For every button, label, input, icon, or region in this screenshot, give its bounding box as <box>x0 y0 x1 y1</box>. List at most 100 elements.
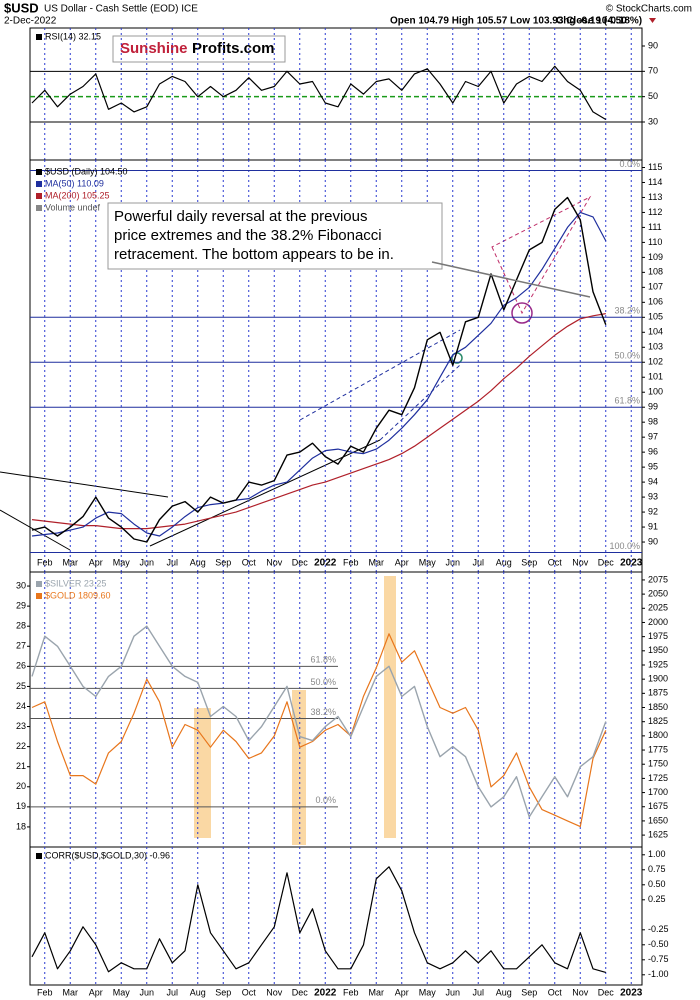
series-line <box>31 866 606 973</box>
watermark-box <box>112 35 286 63</box>
y-tick-label: 1800 <box>648 730 668 740</box>
y-tick-label: 111 <box>648 222 662 232</box>
y-tick-label: -0.25 <box>648 924 669 934</box>
x-tick-label: Sep <box>521 557 537 567</box>
y-tick-label: 1750 <box>648 759 668 769</box>
series-line <box>31 633 607 828</box>
y-tick-label: 1650 <box>648 815 668 825</box>
y-tick-label: 112 <box>648 207 662 217</box>
symbol: $USD <box>4 0 39 15</box>
annotation-arrow <box>431 261 591 298</box>
y-tick-label: 90 <box>648 40 658 50</box>
x-tick-label: Apr <box>89 557 103 567</box>
legend-label: $SILVER 23.25 <box>45 578 106 588</box>
instrument-name: US Dollar - Cash Settle (EOD) ICE <box>44 4 198 15</box>
x-tick-label: Mar <box>369 557 385 567</box>
series-line <box>31 196 607 543</box>
y-tick-label-left: 28 <box>16 621 26 631</box>
legend-swatch <box>36 169 42 175</box>
y-tick-label: 113 <box>648 192 662 202</box>
x-tick-label: Nov <box>266 987 283 997</box>
x-tick-label: May <box>419 987 437 997</box>
annotation-text: price extremes and the 38.2% Fibonacci <box>114 227 382 244</box>
y-tick-label: 92 <box>648 506 658 516</box>
y-tick-label: 2075 <box>648 574 668 584</box>
y-tick-label: 110 <box>648 237 662 247</box>
y-tick-label: 100 <box>648 387 663 397</box>
gold-highlights <box>194 576 396 845</box>
y-tick-label: 102 <box>648 357 663 367</box>
x-tick-label: Feb <box>37 987 53 997</box>
y-tick-label: 2050 <box>648 588 668 598</box>
y-tick-label: 1975 <box>648 631 668 641</box>
y-tick-label: 107 <box>648 282 663 292</box>
y-tick-label: 1625 <box>648 829 668 839</box>
panel-frame <box>29 846 643 986</box>
y-tick-label-left: 30 <box>16 580 26 590</box>
fib-label: 100.0% <box>609 541 640 551</box>
y-tick-label: 95 <box>648 462 658 472</box>
trend-line <box>149 439 381 547</box>
y-tick-label: 2000 <box>648 617 668 627</box>
x-tick-label: Oct <box>548 987 563 997</box>
x-tick-label: Jul <box>166 557 178 567</box>
x-tick-label: Jul <box>166 987 178 997</box>
y-tick-label: 94 <box>648 476 658 486</box>
y-tick-label: 70 <box>648 66 658 76</box>
legend-swatch <box>36 181 42 187</box>
y-tick-label: 1775 <box>648 744 668 754</box>
y-tick-label: 106 <box>648 297 663 307</box>
fib-label: 50.0% <box>310 677 336 687</box>
series-line <box>31 625 607 818</box>
x-tick-label: Jun <box>445 557 460 567</box>
y-tick-label: 97 <box>648 432 658 442</box>
y-tick-label-left: 21 <box>16 761 26 771</box>
fib-label: 61.8% <box>310 655 336 665</box>
legend-swatch <box>36 593 42 599</box>
y-tick-label-left: 27 <box>16 641 26 651</box>
x-tick-label: Jun <box>139 987 154 997</box>
y-tick-label: 1675 <box>648 801 668 811</box>
y-tick-label: 1.00 <box>648 849 666 859</box>
y-tick-label: 2025 <box>648 603 668 613</box>
x-tick-label: Dec <box>292 557 309 567</box>
x-tick-label: Jun <box>445 987 460 997</box>
y-tick-label: 114 <box>648 177 662 187</box>
source: © StockCharts.com <box>606 4 692 15</box>
y-tick-label: 103 <box>648 342 663 352</box>
legend-label: Volume undef <box>45 202 101 212</box>
x-tick-label: 2023 <box>620 988 643 999</box>
fib-label: 50.0% <box>614 351 640 361</box>
y-tick-label-left: 26 <box>16 661 26 671</box>
x-tick-label: Aug <box>190 987 206 997</box>
x-tick-label: May <box>113 557 131 567</box>
y-tick-label: 50 <box>648 91 658 101</box>
change: Chg -0.19 (-0.18%) <box>556 16 642 27</box>
fib-label: 0.0% <box>619 159 640 169</box>
highlight-band <box>292 690 306 845</box>
x-tick-label: 2022 <box>314 988 337 999</box>
fib-label: 38.2% <box>310 707 336 717</box>
y-tick-label: 1825 <box>648 716 668 726</box>
y-tick-label: 98 <box>648 417 658 427</box>
x-tick-label: Sep <box>215 987 231 997</box>
x-tick-label: Apr <box>89 987 103 997</box>
x-tick-label: Jun <box>139 557 154 567</box>
y-tick-label: 1900 <box>648 674 668 684</box>
y-tick-label: 108 <box>648 267 663 277</box>
x-tick-label: Aug <box>190 557 206 567</box>
y-tick-label: 93 <box>648 491 658 501</box>
x-tick-label: Aug <box>496 557 512 567</box>
triangle <box>491 195 592 315</box>
y-tick-label: 90 <box>648 536 658 546</box>
series-line <box>31 211 607 537</box>
x-tick-label: Oct <box>242 987 257 997</box>
annotation-box <box>107 202 443 270</box>
legend-label: $USD (Daily) 104.50 <box>45 166 128 176</box>
legend-label: MA(50) 110.09 <box>45 178 104 188</box>
highlight-band <box>194 708 211 838</box>
x-tick-label: Mar <box>369 987 385 997</box>
x-tick-label: Dec <box>598 987 615 997</box>
x-tick-label: Mar <box>63 557 79 567</box>
